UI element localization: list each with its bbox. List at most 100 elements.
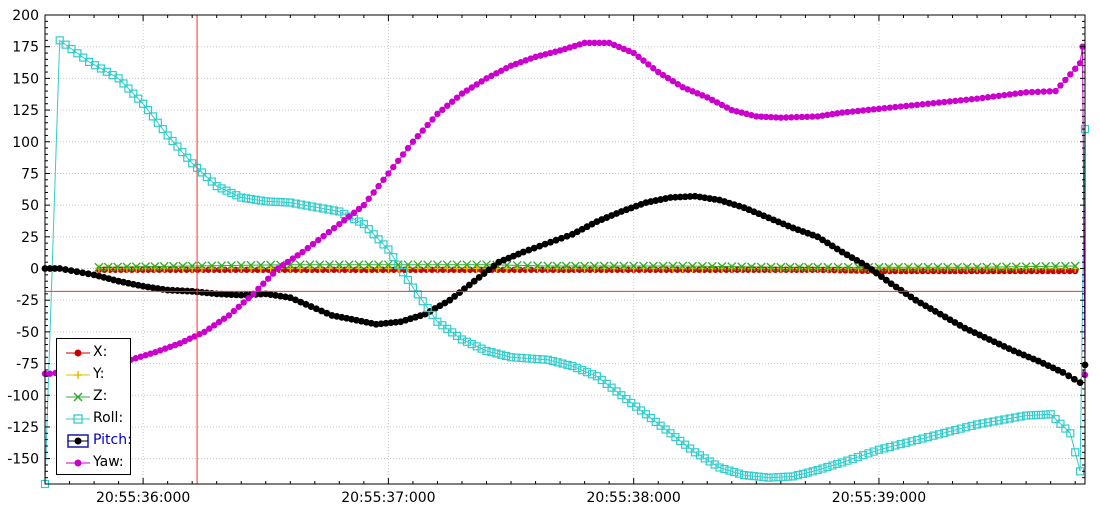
data-point bbox=[79, 53, 88, 62]
data-point bbox=[500, 266, 507, 273]
legend-item-roll[interactable]: Roll: bbox=[65, 409, 131, 429]
data-point bbox=[1028, 88, 1036, 96]
legend-item-y[interactable]: Y: bbox=[65, 365, 131, 385]
data-point bbox=[746, 262, 756, 272]
data-point bbox=[723, 104, 731, 111]
y-tick-label: 25 bbox=[21, 230, 39, 246]
data-point bbox=[198, 288, 206, 296]
data-point bbox=[213, 290, 221, 298]
data-point bbox=[387, 319, 395, 327]
data-point bbox=[992, 262, 1002, 272]
data-point bbox=[1041, 410, 1050, 419]
data-point bbox=[451, 293, 459, 300]
data-point bbox=[246, 260, 256, 270]
data-point bbox=[552, 261, 562, 271]
data-point bbox=[989, 417, 998, 426]
data-point-b bbox=[305, 260, 315, 270]
data-point bbox=[747, 264, 756, 273]
data-point bbox=[472, 264, 481, 273]
data-point bbox=[374, 235, 383, 244]
data-point-b bbox=[131, 262, 141, 272]
legend-item-x[interactable]: X: bbox=[65, 343, 131, 363]
data-point bbox=[161, 345, 169, 352]
data-point bbox=[266, 197, 275, 206]
data-point bbox=[1051, 261, 1061, 271]
data-point-b bbox=[533, 261, 543, 271]
data-point bbox=[142, 352, 149, 359]
data-point bbox=[230, 307, 238, 315]
data-point bbox=[924, 264, 933, 273]
data-point bbox=[1022, 411, 1031, 420]
data-point bbox=[715, 463, 724, 472]
data-point-b bbox=[843, 262, 853, 272]
data-point bbox=[473, 81, 480, 88]
data-point bbox=[963, 264, 972, 273]
data-point-b bbox=[972, 262, 982, 272]
data-point bbox=[735, 469, 744, 478]
data-point bbox=[360, 201, 368, 209]
data-point bbox=[302, 300, 310, 308]
data-point bbox=[543, 261, 553, 271]
data-point bbox=[413, 260, 423, 270]
data-point bbox=[114, 74, 123, 83]
legend-label-pitch: Pitch: bbox=[93, 432, 132, 448]
legend-label-yaw: Yaw: bbox=[93, 454, 124, 470]
data-point bbox=[250, 290, 257, 298]
y-tick-label: 125 bbox=[12, 103, 39, 119]
data-point bbox=[377, 320, 385, 328]
data-point-b bbox=[962, 262, 972, 272]
data-point bbox=[218, 290, 226, 298]
data-point bbox=[1005, 414, 1014, 423]
data-point-b bbox=[552, 261, 562, 271]
data-point-b bbox=[766, 262, 776, 272]
data-point bbox=[315, 264, 324, 273]
data-point bbox=[61, 40, 70, 49]
data-point bbox=[215, 318, 223, 326]
data-point bbox=[246, 194, 256, 204]
data-point bbox=[152, 348, 159, 356]
data-point bbox=[73, 268, 81, 276]
data-point bbox=[178, 261, 188, 271]
data-point bbox=[795, 264, 804, 273]
data-point bbox=[183, 153, 192, 162]
data-point bbox=[475, 273, 483, 281]
data-point-b bbox=[187, 261, 197, 271]
data-point bbox=[530, 244, 538, 252]
data-point bbox=[774, 473, 783, 482]
data-point bbox=[962, 423, 971, 432]
data-point bbox=[453, 94, 461, 101]
data-point-b bbox=[344, 260, 354, 270]
data-point bbox=[124, 84, 133, 93]
data-point bbox=[945, 427, 954, 436]
legend: X: Y: Z: Roll: Pitch: Yaw: bbox=[56, 338, 132, 475]
data-point bbox=[51, 265, 59, 272]
legend-item-yaw[interactable]: Yaw: bbox=[65, 453, 131, 473]
data-point-b bbox=[452, 260, 462, 270]
data-point bbox=[217, 184, 226, 193]
data-point bbox=[461, 285, 468, 293]
data-point-b bbox=[894, 262, 904, 272]
data-point bbox=[1034, 88, 1042, 96]
legend-item-pitch[interactable]: Pitch: bbox=[65, 431, 132, 451]
data-point bbox=[46, 370, 54, 377]
data-point bbox=[413, 264, 422, 273]
data-point-b bbox=[629, 261, 639, 271]
data-point bbox=[793, 113, 800, 121]
data-point bbox=[844, 264, 853, 273]
data-point bbox=[824, 111, 831, 119]
data-point bbox=[892, 103, 899, 111]
legend-item-z[interactable]: Z: bbox=[65, 387, 131, 407]
data-point bbox=[1046, 410, 1055, 419]
data-point bbox=[578, 366, 587, 375]
data-point bbox=[892, 283, 900, 291]
data-point bbox=[207, 261, 217, 271]
data-point bbox=[227, 266, 234, 273]
data-point bbox=[236, 260, 246, 270]
data-point bbox=[148, 112, 158, 121]
series-line-5 bbox=[45, 42, 1086, 376]
data-point bbox=[374, 260, 384, 270]
data-point bbox=[907, 293, 915, 301]
data-point-b bbox=[746, 262, 756, 272]
data-point bbox=[789, 472, 798, 481]
data-point bbox=[519, 248, 527, 256]
